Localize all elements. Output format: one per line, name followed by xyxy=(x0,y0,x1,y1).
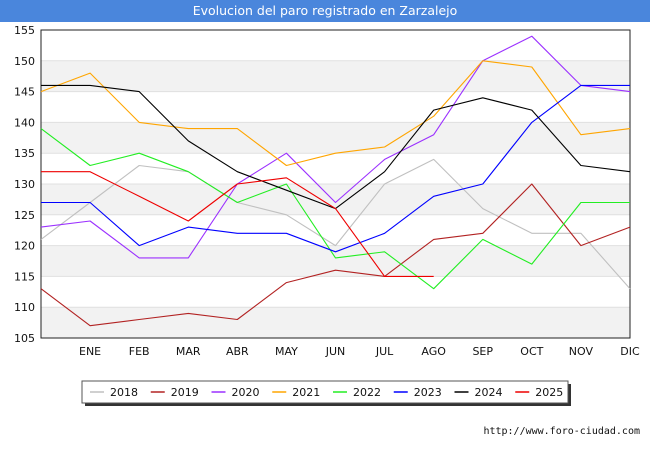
x-tick-label: JUL xyxy=(375,345,394,358)
series-line-2021 xyxy=(40,60,631,167)
grid-band xyxy=(41,245,630,277)
legend xyxy=(81,380,569,404)
x-tick-label: FEB xyxy=(129,345,150,358)
grid-band xyxy=(41,60,630,92)
legend-label-2021: 2021 xyxy=(292,386,320,399)
series-line-2025 xyxy=(41,171,434,277)
y-tick-label: 150 xyxy=(14,55,35,68)
y-tick-label: 135 xyxy=(14,147,35,160)
y-tick-label: 125 xyxy=(14,209,35,222)
series-line-2023 xyxy=(41,84,630,253)
grid-band xyxy=(41,122,630,154)
legend-label-2024: 2024 xyxy=(475,386,503,399)
x-tick-label: MAR xyxy=(176,345,201,358)
y-tick-label: 115 xyxy=(14,270,35,283)
y-tick-label: 130 xyxy=(14,178,35,191)
x-tick-label: OCT xyxy=(520,345,543,358)
source-credit: http://www.foro-ciudad.com xyxy=(483,426,640,437)
legend-label-2022: 2022 xyxy=(353,386,381,399)
legend-label-2020: 2020 xyxy=(232,386,260,399)
y-tick-label: 155 xyxy=(14,24,35,37)
y-tick-label: 140 xyxy=(14,116,35,129)
series-line-2018 xyxy=(40,158,631,290)
legend-label-2025: 2025 xyxy=(535,386,563,399)
x-tick-label: ABR xyxy=(226,345,249,358)
x-tick-label: JUN xyxy=(325,345,346,358)
series-line-2019 xyxy=(40,183,631,327)
x-tick-label: AGO xyxy=(421,345,446,358)
series-line-2020 xyxy=(40,35,631,259)
x-tick-label: ENE xyxy=(79,345,101,358)
y-tick-label: 120 xyxy=(14,240,35,253)
legend-label-2023: 2023 xyxy=(414,386,442,399)
y-tick-label: 145 xyxy=(14,86,35,99)
grid-band xyxy=(41,184,630,215)
x-tick-label: MAY xyxy=(275,345,298,358)
x-tick-label: NOV xyxy=(569,345,594,358)
x-tick-label: DIC xyxy=(620,345,640,358)
y-tick-label: 110 xyxy=(14,301,35,314)
legend-label-2018: 2018 xyxy=(110,386,138,399)
y-tick-label: 105 xyxy=(14,332,35,345)
legend-label-2019: 2019 xyxy=(171,386,199,399)
series-line-2022 xyxy=(40,128,630,290)
plot-border xyxy=(40,29,631,339)
grid-band xyxy=(41,307,630,338)
x-tick-label: SEP xyxy=(472,345,493,358)
chart-title: Evolucion del paro registrado en Zarzale… xyxy=(0,0,650,22)
